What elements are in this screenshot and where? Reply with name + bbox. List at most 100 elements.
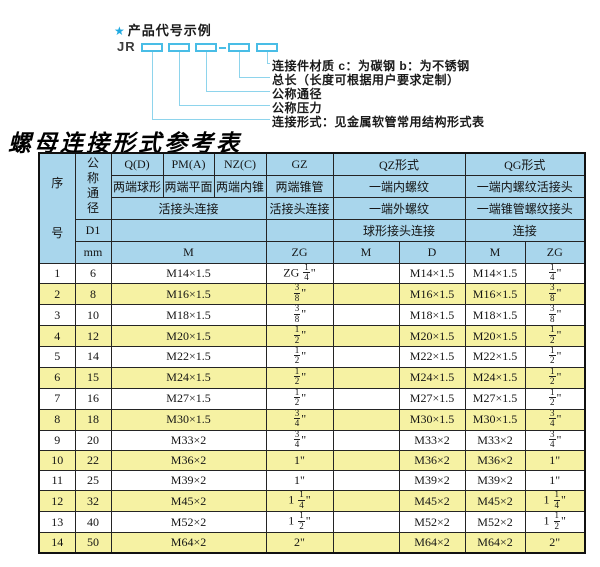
cell-gz-zg: 3 4 "	[265, 408, 334, 431]
cell-qg-zg: 3 8 "	[524, 283, 586, 306]
cell-gz-zg: 1 2 "	[265, 346, 334, 368]
header-nz: NZ(C)	[213, 152, 267, 176]
cell-gz-zg: 1 1 2 "	[265, 511, 334, 534]
connector-line	[179, 105, 270, 106]
cell-qg-m: M24×1.5	[464, 366, 526, 389]
header-qz-sub2: 一端外螺纹	[332, 196, 466, 220]
header-union-connection: 活接头连接	[110, 196, 267, 220]
cell-qg-zg: 1"	[524, 450, 586, 472]
cell-mm: 22	[74, 450, 112, 472]
cell-qz-m	[332, 490, 400, 513]
cell-mm: 15	[74, 366, 112, 389]
header-row-5: mm M ZG M D M ZG	[39, 240, 586, 264]
table-row: 14 50 M64×2 2" M64×2 M64×2 2"	[38, 532, 586, 554]
cell-qg-m: M64×2	[464, 532, 526, 554]
cell-m: M30×1.5	[110, 408, 267, 431]
header-pm: PM(A)	[162, 152, 215, 176]
table-body: 1 6 M14×1.5 ZG 1 4 " M14×1.5 M14×1.5 1 4 " 2 8 M16×1.…	[38, 262, 586, 554]
diagram-label-diameter: 公称通径	[272, 87, 323, 101]
header-nominal-diameter: 公 称 通 径	[74, 152, 112, 220]
cell-qg-m: M45×2	[464, 490, 526, 513]
cell-seq: 5	[38, 346, 76, 368]
cell-m: M20×1.5	[110, 325, 267, 347]
cell-m: M45×2	[110, 490, 267, 513]
cell-mm: 25	[74, 470, 112, 492]
connector-line	[152, 52, 153, 119]
cell-qz-m	[332, 366, 400, 389]
cell-m: M64×2	[110, 532, 267, 554]
cell-qz-d: M24×1.5	[398, 366, 466, 389]
cell-qg-m: M18×1.5	[464, 304, 526, 327]
code-box-4	[228, 43, 250, 52]
cell-mm: 8	[74, 283, 112, 306]
header-gz-sub: 两端锥管	[265, 174, 334, 198]
cell-qz-m	[332, 283, 400, 306]
code-box-2	[168, 43, 190, 52]
cell-m: M39×2	[110, 470, 267, 492]
header-m: M	[110, 240, 267, 264]
cell-qz-m	[332, 511, 400, 534]
connector-line	[206, 52, 207, 91]
cell-seq: 9	[38, 429, 76, 452]
cell-m: M14×1.5	[110, 262, 267, 285]
code-prefix: JR	[117, 39, 136, 54]
cell-mm: 10	[74, 304, 112, 327]
header-qg-sub: 一端内螺纹活接头	[464, 174, 586, 198]
header-qg-sub2: 一端锥管螺纹接头	[464, 196, 586, 220]
cell-gz-zg: 1"	[265, 450, 334, 472]
table-row: 7 16 M27×1.5 1 2 " M27×1.5 M27×1.5 1 2 "	[38, 387, 586, 410]
cell-gz-zg: 2"	[265, 532, 334, 554]
table-row: 9 20 M33×2 3 4 " M33×2 M33×2 3 4 "	[38, 429, 586, 452]
cell-gz-zg: 3 8 "	[265, 304, 334, 327]
cell-qz-m	[332, 470, 400, 492]
connector-line	[179, 52, 180, 105]
cell-m: M33×2	[110, 429, 267, 452]
cell-qg-m: M27×1.5	[464, 387, 526, 410]
cell-qz-d: M39×2	[398, 470, 466, 492]
cell-qg-m: M14×1.5	[464, 262, 526, 285]
cell-seq: 11	[38, 470, 76, 492]
header-qg-zg: ZG	[524, 240, 586, 264]
cell-qg-m: M22×1.5	[464, 346, 526, 368]
cell-m: M52×2	[110, 511, 267, 534]
table-header: 序 号 公 称 通 径 Q(D) PM(A) NZ(C) GZ QZ形式 QG形…	[38, 152, 586, 264]
cell-qz-d: M14×1.5	[398, 262, 466, 285]
cell-mm: 18	[74, 408, 112, 431]
cell-qg-zg: 1 2 "	[524, 325, 586, 347]
cell-qz-d: M64×2	[398, 532, 466, 554]
table-row: 12 32 M45×2 1 1 4 " M45×2 M45×2 1 1 4 "	[38, 490, 586, 513]
cell-qg-zg: 1 2 "	[524, 366, 586, 389]
diagram-label-connection: 连接形式：见金属软管常用结构形式表	[272, 115, 485, 129]
page-title: 螺母连接形式参考表	[8, 131, 242, 156]
cell-qg-zg: 1 2 "	[524, 346, 586, 368]
cell-qz-m	[332, 262, 400, 285]
cell-qz-d: M16×1.5	[398, 283, 466, 306]
header-qz-connection: 球形接头连接	[332, 218, 466, 242]
cell-mm: 14	[74, 346, 112, 368]
connector-line	[206, 91, 270, 92]
cell-seq: 1	[38, 262, 76, 285]
connector-line	[267, 63, 270, 64]
cell-m: M27×1.5	[110, 387, 267, 410]
cell-seq: 13	[38, 511, 76, 534]
product-code-heading: ★ 产品代号示例	[114, 20, 212, 39]
table-row: 4 12 M20×1.5 1 2 " M20×1.5 M20×1.5 1 2 "	[38, 325, 586, 347]
cell-m: M16×1.5	[110, 283, 267, 306]
cell-qg-zg: 1 4 "	[524, 262, 586, 285]
header-row-4: D1 球形接头连接 连接	[39, 218, 586, 242]
cell-mm: 20	[74, 429, 112, 452]
header-qz-d: D	[398, 240, 466, 264]
cell-m: M18×1.5	[110, 304, 267, 327]
header-nz-sub: 两端内锥	[213, 174, 267, 198]
cell-qg-zg: 2"	[524, 532, 586, 554]
header-qg-m: M	[464, 240, 526, 264]
star-icon: ★	[114, 24, 126, 38]
cell-qg-m: M20×1.5	[464, 325, 526, 347]
